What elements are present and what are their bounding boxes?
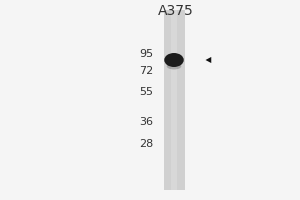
Text: A375: A375 <box>158 4 194 18</box>
Text: 55: 55 <box>139 87 153 97</box>
Text: 72: 72 <box>139 66 153 76</box>
Text: 28: 28 <box>139 139 153 149</box>
Ellipse shape <box>167 63 181 69</box>
Text: 36: 36 <box>139 117 153 127</box>
Polygon shape <box>206 57 211 63</box>
Ellipse shape <box>164 53 184 67</box>
Bar <box>171 10 177 190</box>
Bar <box>164 10 184 190</box>
Text: 95: 95 <box>139 49 153 59</box>
